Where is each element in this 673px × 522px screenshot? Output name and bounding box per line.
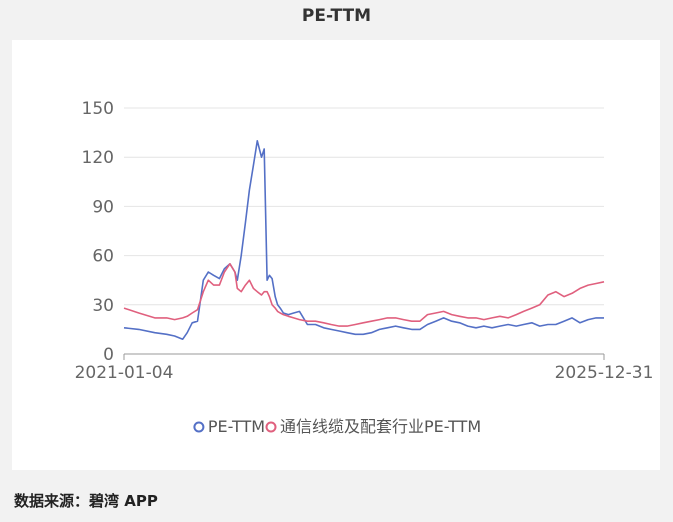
legend-item-1: PE-TTM	[193, 417, 265, 436]
y-tick-label: 0	[103, 345, 114, 365]
legend-item-2: 通信线缆及配套行业PE-TTM	[265, 417, 481, 436]
y-tick-label: 90	[92, 197, 114, 217]
x-tick-label: 2025-12-31	[555, 363, 654, 383]
y-tick-label: 60	[92, 247, 114, 267]
y-tick-label: 30	[92, 296, 114, 316]
legend-marker	[265, 421, 277, 433]
legend-marker	[193, 421, 205, 433]
chart-title: PE-TTM	[301, 6, 372, 26]
legend-label: 通信线缆及配套行业PE-TTM	[280, 417, 481, 436]
legend-label: PE-TTM	[208, 417, 265, 436]
data-source: 数据来源：碧湾 APP	[14, 492, 158, 510]
series-line-1	[123, 140, 604, 341]
x-tick-label: 2021-01-04	[75, 363, 174, 383]
series-line-2	[123, 263, 605, 327]
chart-plot: 0 30 60 90 120 150 2021-01-04 2025-12-31 PE-TTM…	[75, 99, 654, 436]
y-tick-label: 120	[82, 148, 114, 168]
y-tick-label: 150	[82, 99, 114, 119]
chart-card: 0 30 60 90 120 150 2021-01-04 2025-12-31 PE-TTM…	[12, 40, 660, 470]
